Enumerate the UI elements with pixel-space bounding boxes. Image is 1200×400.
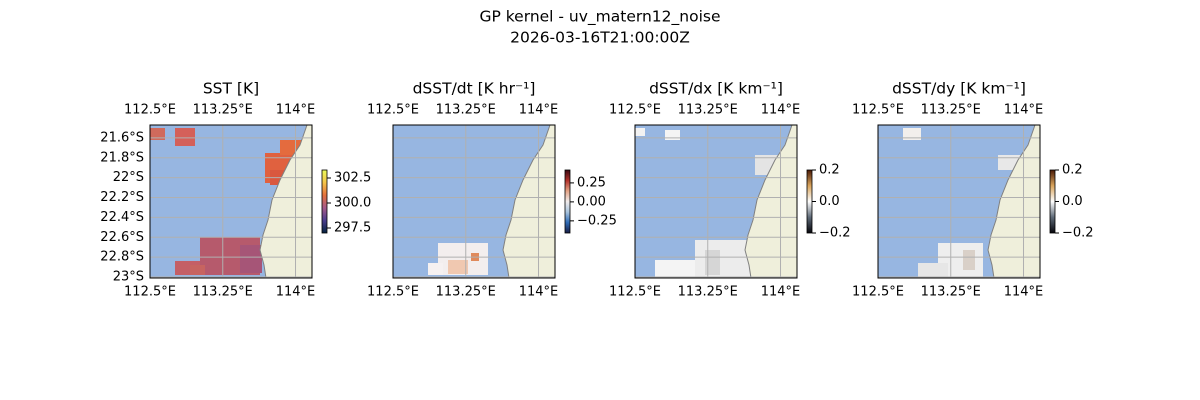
colorbar <box>321 169 328 234</box>
x-tick-label-top: 112.5°E <box>367 103 419 118</box>
field-patch <box>655 260 695 278</box>
x-tick-label-bottom: 114°E <box>519 285 559 300</box>
x-tick-label-top: 112.5°E <box>124 103 176 118</box>
figure-subtitle: 2026-03-16T21:00:00Z <box>510 29 690 47</box>
y-tick-label: 21.6°S <box>100 130 144 145</box>
figure-title: GP kernel - uv_matern12_noise <box>479 8 720 27</box>
field-patch <box>448 260 468 274</box>
map-frame <box>634 124 798 279</box>
panel-title: SST [K] <box>203 80 259 98</box>
panel-title: dSST/dy [K km⁻¹] <box>892 80 1026 98</box>
x-tick-label-bottom: 112.5°E <box>852 285 904 300</box>
field-patch <box>635 128 645 136</box>
map-frame <box>877 124 1041 279</box>
colorbar-tick-label: 0.0 <box>819 194 840 209</box>
field-patch <box>963 250 975 270</box>
map-panel <box>635 125 797 278</box>
x-tick-label-top: 112.5°E <box>852 103 904 118</box>
colorbar-tick-label: −0.2 <box>1062 226 1094 241</box>
colorbar <box>1049 169 1056 234</box>
y-tick-label: 22°S <box>113 170 144 185</box>
panel-title: dSST/dx [K km⁻¹] <box>649 80 783 98</box>
colorbar-tick-label: 0.2 <box>1062 163 1083 178</box>
x-tick-label-bottom: 112.5°E <box>124 285 176 300</box>
field-patch <box>918 263 948 278</box>
field-patch <box>240 245 262 273</box>
y-tick-label: 22.2°S <box>100 190 144 205</box>
colorbar-tick-label: −0.25 <box>577 213 617 228</box>
y-tick-label: 22.8°S <box>100 250 144 265</box>
colorbar-tick-label: 302.5 <box>334 171 371 186</box>
map-panel <box>393 125 555 278</box>
y-tick-label: 21.8°S <box>100 150 144 165</box>
land <box>259 125 312 278</box>
colorbar <box>564 169 571 234</box>
x-tick-label-bottom: 113.25°E <box>678 285 738 300</box>
field-patch <box>428 263 443 275</box>
colorbar <box>806 169 813 234</box>
land <box>744 125 797 278</box>
colorbar-tick-label: −0.2 <box>819 226 851 241</box>
x-tick-label-top: 113.25°E <box>921 103 981 118</box>
x-tick-label-top: 114°E <box>519 103 559 118</box>
colorbar-tick-label: 0.00 <box>577 194 606 209</box>
y-tick-label: 23°S <box>113 270 144 285</box>
map-frame <box>392 124 556 279</box>
x-tick-label-bottom: 113.25°E <box>193 285 253 300</box>
x-tick-label-bottom: 114°E <box>761 285 801 300</box>
x-tick-label-top: 114°E <box>276 103 316 118</box>
x-tick-label-bottom: 113.25°E <box>921 285 981 300</box>
colorbar-tick-label: 0.2 <box>819 163 840 178</box>
field-patch <box>665 130 680 140</box>
colorbar-tick-label: 0.25 <box>577 175 606 190</box>
x-tick-label-bottom: 113.25°E <box>436 285 496 300</box>
x-tick-label-top: 113.25°E <box>436 103 496 118</box>
field-patch <box>175 128 195 146</box>
colorbar-tick-label: 0.0 <box>1062 194 1083 209</box>
colorbar-tick-label: 297.5 <box>334 221 371 236</box>
x-tick-label-top: 113.25°E <box>193 103 253 118</box>
x-tick-label-top: 113.25°E <box>678 103 738 118</box>
colorbar-tick-label: 300.0 <box>334 196 371 211</box>
x-tick-label-bottom: 112.5°E <box>609 285 661 300</box>
field-patch <box>190 265 205 275</box>
map-panel <box>878 125 1040 278</box>
land <box>502 125 555 278</box>
map-panel <box>150 125 312 278</box>
panel-title: dSST/dt [K hr⁻¹] <box>413 80 536 98</box>
x-tick-label-bottom: 114°E <box>276 285 316 300</box>
field-patch <box>150 128 165 140</box>
land <box>987 125 1040 278</box>
field-patch <box>705 250 720 275</box>
x-tick-label-top: 114°E <box>761 103 801 118</box>
x-tick-label-top: 112.5°E <box>609 103 661 118</box>
y-tick-label: 22.6°S <box>100 230 144 245</box>
map-frame <box>149 124 313 279</box>
x-tick-label-bottom: 114°E <box>1004 285 1044 300</box>
y-tick-label: 22.4°S <box>100 210 144 225</box>
field-patch <box>695 240 750 278</box>
field-patch <box>903 128 921 140</box>
x-tick-label-bottom: 112.5°E <box>367 285 419 300</box>
x-tick-label-top: 114°E <box>1004 103 1044 118</box>
